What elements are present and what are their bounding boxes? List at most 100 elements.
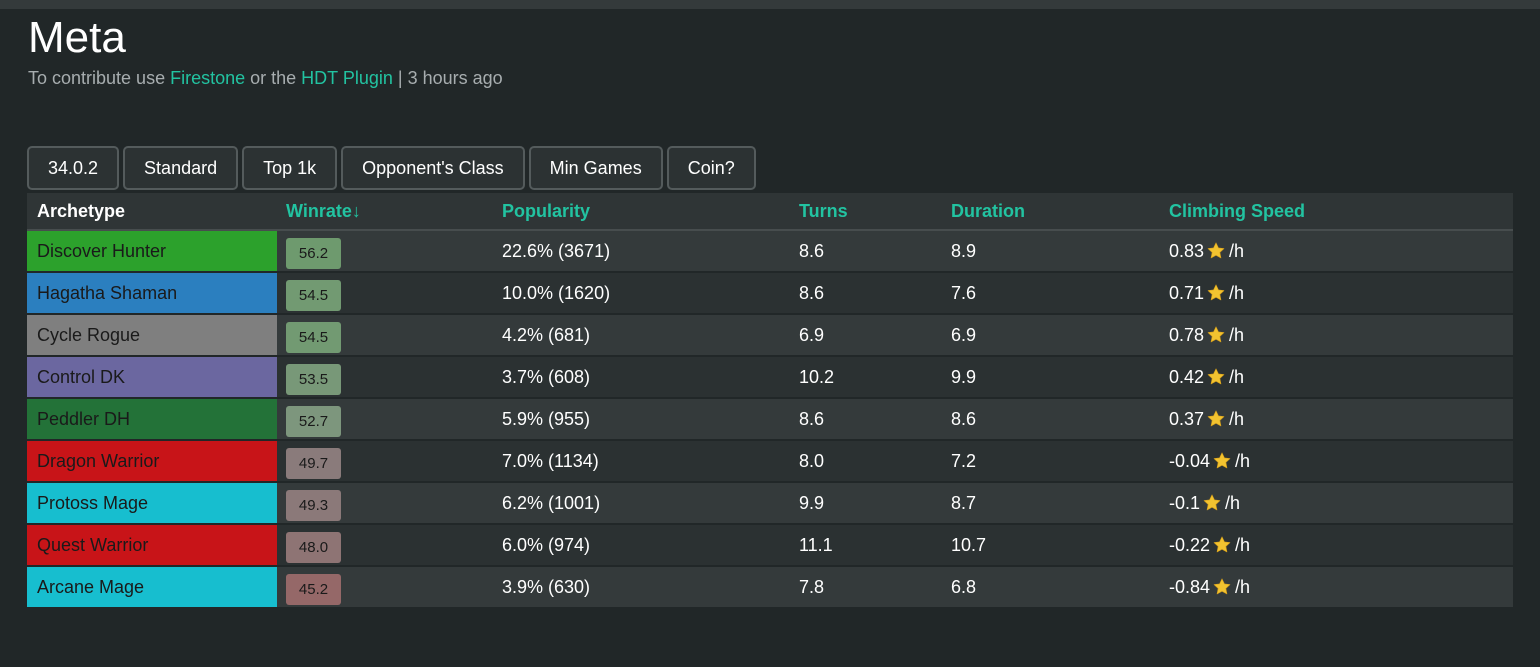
popularity-cell: 22.6% (3671) — [502, 240, 611, 261]
turns-cell: 8.6 — [799, 240, 825, 261]
table-row[interactable]: Discover Hunter 56.2 22.6% (3671) 8.6 8.9 0.8… — [27, 231, 1513, 273]
duration-cell: 9.9 — [951, 366, 977, 387]
archetype-cell[interactable]: Hagatha Shaman — [27, 273, 277, 313]
duration-cell: 6.9 — [951, 324, 977, 345]
table-row[interactable]: Cycle Rogue 54.5 4.2% (681) 6.9 6.9 0.78/h — [27, 315, 1513, 357]
duration-cell: 6.8 — [951, 576, 977, 597]
table-header-row: Archetype Winrate↓ Popularity Turns Dura… — [27, 193, 1513, 231]
winrate-badge: 56.2 — [286, 238, 341, 269]
winrate-cell: 52.7 — [277, 401, 502, 437]
climbing-speed-cell: -0.1/h — [1169, 493, 1513, 514]
winrate-badge: 48.0 — [286, 532, 341, 563]
filter-bar: 34.0.2 Standard Top 1k Opponent's Class … — [27, 146, 756, 190]
archetype-cell[interactable]: Dragon Warrior — [27, 441, 277, 481]
climbing-speed-cell: 0.42/h — [1169, 367, 1513, 388]
turns-cell: 8.6 — [799, 408, 825, 429]
popularity-cell: 6.2% (1001) — [502, 492, 601, 513]
winrate-cell: 56.2 — [277, 233, 502, 269]
climbing-speed-unit: /h — [1229, 324, 1245, 345]
table-row[interactable]: Dragon Warrior 49.7 7.0% (1134) 8.0 7.2 -0.04… — [27, 441, 1513, 483]
popularity-cell: 4.2% (681) — [502, 324, 591, 345]
archetype-cell[interactable]: Arcane Mage — [27, 567, 277, 607]
popularity-cell: 5.9% (955) — [502, 408, 591, 429]
popularity-cell: 10.0% (1620) — [502, 282, 611, 303]
winrate-badge: 49.3 — [286, 490, 341, 521]
page-title: Meta — [28, 13, 126, 62]
subtitle-prefix: To contribute use — [28, 68, 171, 88]
climbing-speed-cell: 0.78/h — [1169, 325, 1513, 346]
star-icon — [1212, 577, 1232, 597]
turns-cell: 6.9 — [799, 324, 825, 345]
header-turns[interactable]: Turns — [799, 200, 848, 221]
winrate-badge: 54.5 — [286, 280, 341, 311]
format-filter-button[interactable]: Standard — [123, 146, 239, 190]
star-icon — [1212, 535, 1232, 555]
climbing-speed-cell: -0.84/h — [1169, 577, 1513, 598]
duration-cell: 8.6 — [951, 408, 977, 429]
archetype-cell[interactable]: Protoss Mage — [27, 483, 277, 523]
climbing-speed-unit: /h — [1229, 408, 1245, 429]
table-row[interactable]: Quest Warrior 48.0 6.0% (974) 11.1 10.7 -0.22… — [27, 525, 1513, 567]
winrate-cell: 48.0 — [277, 527, 502, 563]
star-icon — [1206, 283, 1226, 303]
table-row[interactable]: Arcane Mage 45.2 3.9% (630) 7.8 6.8 -0.84/h — [27, 567, 1513, 609]
climbing-speed-cell: 0.37/h — [1169, 409, 1513, 430]
last-updated: | 3 hours ago — [392, 68, 503, 88]
climbing-speed-value: -0.22 — [1169, 534, 1211, 555]
archetype-cell[interactable]: Peddler DH — [27, 399, 277, 439]
header-winrate[interactable]: Winrate↓ — [286, 200, 361, 221]
climbing-speed-cell: -0.04/h — [1169, 451, 1513, 472]
header-popularity[interactable]: Popularity — [502, 200, 591, 221]
min-games-filter-button[interactable]: Min Games — [528, 146, 663, 190]
page-header: Meta To contribute use Firestone or the … — [28, 12, 503, 89]
hdt-plugin-link[interactable]: HDT Plugin — [301, 68, 393, 88]
climbing-speed-cell: 0.71/h — [1169, 283, 1513, 304]
popularity-cell: 7.0% (1134) — [502, 450, 599, 471]
archetype-cell[interactable]: Quest Warrior — [27, 525, 277, 565]
climbing-speed-value: 0.78 — [1169, 324, 1205, 345]
turns-cell: 10.2 — [799, 366, 835, 387]
header-archetype[interactable]: Archetype — [37, 200, 126, 221]
climbing-speed-value: -0.04 — [1169, 450, 1211, 471]
winrate-badge: 53.5 — [286, 364, 341, 395]
winrate-cell: 45.2 — [277, 569, 502, 605]
climbing-speed-value: 0.42 — [1169, 366, 1205, 387]
duration-cell: 8.7 — [951, 492, 977, 513]
table-row[interactable]: Control DK 53.5 3.7% (608) 10.2 9.9 0.42/h — [27, 357, 1513, 399]
climbing-speed-cell: -0.22/h — [1169, 535, 1513, 556]
duration-cell: 7.6 — [951, 282, 977, 303]
star-icon — [1202, 493, 1222, 513]
winrate-cell: 49.7 — [277, 443, 502, 479]
turns-cell: 11.1 — [799, 534, 833, 555]
climbing-speed-cell: 0.83/h — [1169, 241, 1513, 262]
archetype-cell[interactable]: Discover Hunter — [27, 231, 277, 271]
winrate-badge: 52.7 — [286, 406, 341, 437]
climbing-speed-value: 0.71 — [1169, 282, 1205, 303]
duration-cell: 8.9 — [951, 240, 977, 261]
archetype-cell[interactable]: Control DK — [27, 357, 277, 397]
patch-filter-button[interactable]: 34.0.2 — [27, 146, 120, 190]
winrate-cell: 54.5 — [277, 275, 502, 311]
firestone-link[interactable]: Firestone — [170, 68, 246, 88]
climbing-speed-unit: /h — [1229, 366, 1245, 387]
opponent-class-filter-button[interactable]: Opponent's Class — [341, 146, 525, 190]
table-row[interactable]: Peddler DH 52.7 5.9% (955) 8.6 8.6 0.37/h — [27, 399, 1513, 441]
star-icon — [1206, 409, 1226, 429]
winrate-cell: 54.5 — [277, 317, 502, 353]
meta-table: Archetype Winrate↓ Popularity Turns Dura… — [27, 193, 1513, 609]
page-subtitle: To contribute use Firestone or the HDT P… — [28, 68, 503, 89]
table-row[interactable]: Protoss Mage 49.3 6.2% (1001) 9.9 8.7 -0.1/h — [27, 483, 1513, 525]
archetype-cell[interactable]: Cycle Rogue — [27, 315, 277, 355]
climbing-speed-unit: /h — [1229, 240, 1245, 261]
climbing-speed-unit: /h — [1229, 282, 1245, 303]
climbing-speed-unit: /h — [1235, 450, 1251, 471]
turns-cell: 9.9 — [799, 492, 825, 513]
table-row[interactable]: Hagatha Shaman 54.5 10.0% (1620) 8.6 7.6 0.71… — [27, 273, 1513, 315]
header-duration[interactable]: Duration — [951, 200, 1025, 221]
star-icon — [1206, 367, 1226, 387]
header-climbing-speed[interactable]: Climbing Speed — [1169, 200, 1306, 221]
coin-filter-button[interactable]: Coin? — [666, 146, 756, 190]
rank-filter-button[interactable]: Top 1k — [242, 146, 338, 190]
table-body: Discover Hunter 56.2 22.6% (3671) 8.6 8.9 0.8… — [27, 231, 1513, 609]
star-icon — [1206, 241, 1226, 261]
